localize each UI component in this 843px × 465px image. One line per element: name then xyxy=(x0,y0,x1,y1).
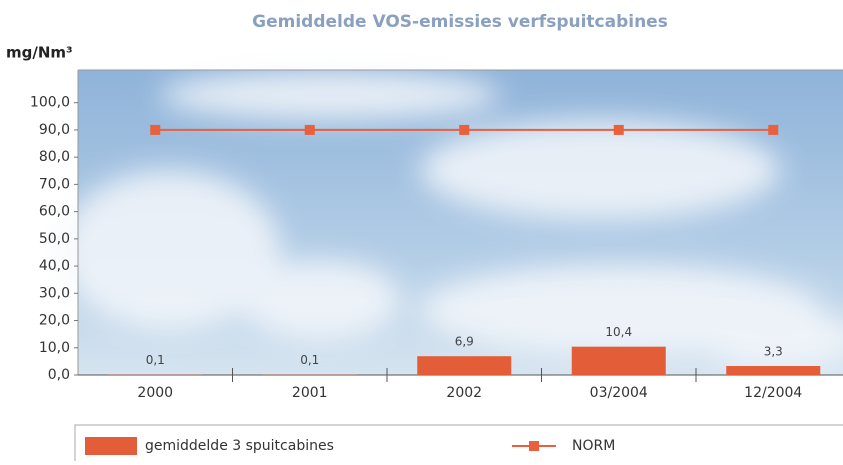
y-axis-label: mg/Nm³ xyxy=(6,44,73,62)
y-tick-label: 60,0 xyxy=(39,204,70,220)
y-tick-label: 80,0 xyxy=(39,149,70,165)
x-tick-label: 03/2004 xyxy=(590,385,648,401)
line-marker xyxy=(150,125,160,135)
value-label: 0,1 xyxy=(300,353,319,367)
line-marker xyxy=(768,125,778,135)
value-label: 0,1 xyxy=(146,353,165,367)
y-tick-label: 30,0 xyxy=(39,285,70,301)
bar xyxy=(726,366,820,375)
bar xyxy=(417,356,511,375)
legend-swatch xyxy=(85,437,137,455)
x-tick-label: 12/2004 xyxy=(744,385,802,401)
line-marker xyxy=(305,125,315,135)
legend-label: gemiddelde 3 spuitcabines xyxy=(145,438,334,454)
x-tick-label: 2001 xyxy=(292,385,328,401)
y-tick-label: 40,0 xyxy=(39,258,70,274)
x-tick-label: 2002 xyxy=(446,385,482,401)
y-tick-label: 50,0 xyxy=(39,231,70,247)
legend-marker xyxy=(529,441,539,451)
y-tick-label: 70,0 xyxy=(39,176,70,192)
y-tick-label: 10,0 xyxy=(39,340,70,356)
value-label: 3,3 xyxy=(764,345,783,359)
line-marker xyxy=(459,125,469,135)
bar xyxy=(572,347,666,375)
line-marker xyxy=(614,125,624,135)
y-tick-label: 20,0 xyxy=(39,313,70,329)
legend-label: NORM xyxy=(572,438,615,454)
value-label: 6,9 xyxy=(455,335,474,349)
chart: Gemiddelde VOS-emissies verfspuitcabines… xyxy=(0,0,843,461)
value-label: 10,4 xyxy=(605,325,632,339)
y-tick-label: 90,0 xyxy=(39,122,70,138)
y-tick-label: 0,0 xyxy=(48,367,70,383)
chart-title: Gemiddelde VOS-emissies verfspuitcabines xyxy=(252,12,668,32)
x-tick-label: 2000 xyxy=(137,385,173,401)
y-tick-label: 100,0 xyxy=(30,95,70,111)
